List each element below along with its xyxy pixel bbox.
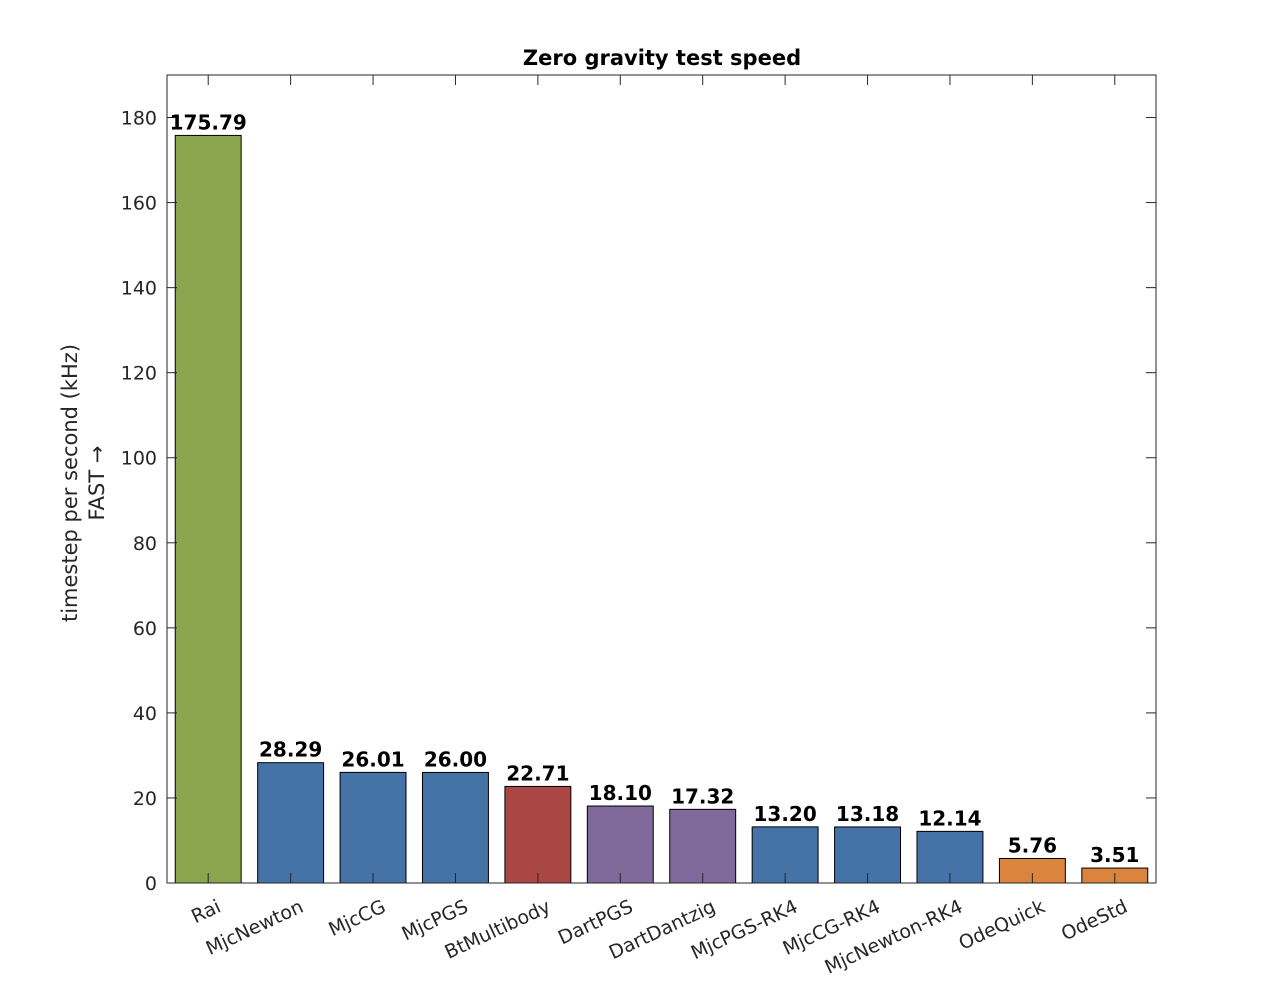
y-tick-label: 180 [121,108,157,130]
y-tick-label: 0 [145,873,157,895]
y-axis-label-line1: timestep per second (kHz) [58,344,82,622]
x-tick-label: Rai [188,896,224,928]
bar-value-label: 13.20 [753,802,816,826]
x-tick-label: OdeQuick [955,896,1048,955]
y-tick-label: 140 [121,278,157,300]
bar-btmultibody [504,785,572,884]
bar-value-label: 175.79 [170,110,247,134]
bar-dartdantzig [669,808,737,884]
bar-mjcnewton-rk4 [916,830,984,884]
y-axis-label: timestep per second (kHz) FAST → [58,344,109,622]
bar-value-label: 22.71 [506,761,569,785]
chart-title: Zero gravity test speed [523,46,801,70]
y-tick-label: 160 [121,193,157,215]
bar-mjcnewton [257,762,325,884]
x-tick-label: MjcCG [325,896,389,941]
x-tick-label: MjcNewton-RK4 [821,896,966,979]
bar-value-label: 3.51 [1090,843,1139,867]
y-tick-label: 100 [121,448,157,470]
bar-value-label: 13.18 [836,802,899,826]
y-tick-label: 60 [133,618,157,640]
y-tick-label: 120 [121,363,157,385]
bar-value-label: 12.14 [918,806,981,830]
bar-value-label: 26.00 [424,747,487,771]
bar-value-label: 17.32 [671,784,734,808]
y-tick-label: 40 [133,703,157,725]
y-tick-label: 20 [133,788,157,810]
bar-mjcpgs [421,771,489,884]
bar-dartpgs [586,805,654,884]
bar-value-label: 26.01 [341,747,404,771]
plot-area-frame [166,74,1157,884]
y-tick-label: 80 [133,533,157,555]
bar-value-label: 18.10 [589,781,652,805]
bar-mjccg [339,771,407,884]
bar-value-label: 28.29 [259,738,322,762]
x-tick-label: OdeStd [1058,896,1131,946]
bar-value-label: 5.76 [1008,834,1057,858]
bar-rai [174,134,242,884]
y-axis-label-line2: FAST → [85,446,109,521]
